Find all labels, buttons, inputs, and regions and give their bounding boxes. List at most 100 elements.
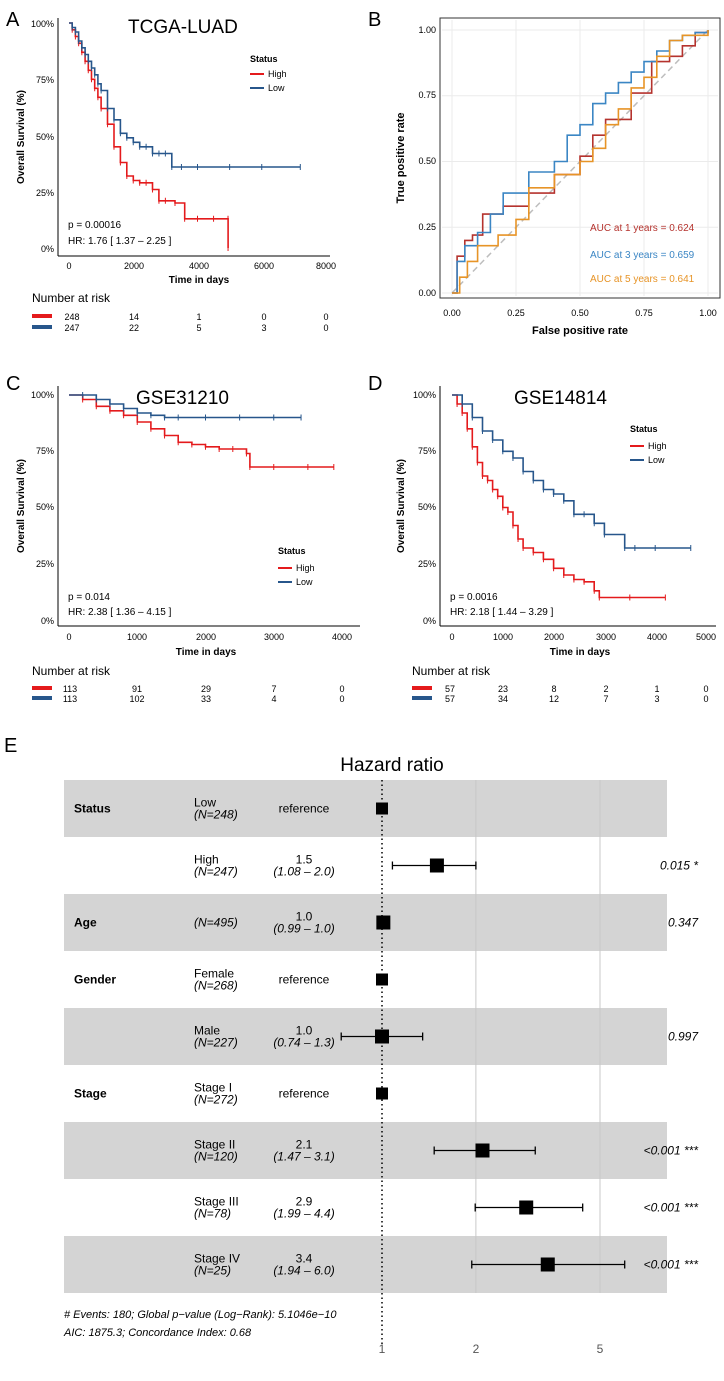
panel-a-risk-low-0: 247 <box>64 323 79 333</box>
panel-a-risk-low-3: 3 <box>261 323 266 333</box>
panel-b-auc3: AUC at 3 years = 0.659 <box>590 250 695 261</box>
panel-a-xtick-0: 0 <box>66 261 71 271</box>
forest-row-shade <box>64 780 667 837</box>
panel-d-ytick-25: 25% <box>418 559 436 569</box>
panel-a-ytick-0: 0% <box>41 244 54 254</box>
panel-a-xtick-8000: 8000 <box>316 261 336 271</box>
panel-c-ytick-25: 25% <box>36 559 54 569</box>
panel-a-ytick-50: 50% <box>36 132 54 142</box>
km-curve-d-high <box>452 394 666 599</box>
panel-a-risk-high-3: 0 <box>261 312 266 322</box>
panel-letter-b: B <box>368 9 381 31</box>
forest-ci: (1.47 – 3.1) <box>273 1150 334 1164</box>
panel-b-ytick-25: 0.25 <box>418 222 436 232</box>
panel-d-ytick-0: 0% <box>423 616 436 626</box>
forest-n: (N=248) <box>194 808 238 822</box>
panel-b-ylabel: True positive rate <box>395 112 407 203</box>
panel-a-hr: HR: 1.76 [ 1.37 – 2.25 ] <box>68 236 172 247</box>
forest-variable: Status <box>74 802 111 816</box>
forest-n: (N=227) <box>194 1036 238 1050</box>
panel-c-xtick-2000: 2000 <box>196 632 216 642</box>
panel-a-xtick-4000: 4000 <box>189 261 209 271</box>
panel-d-legend-high: High <box>648 441 667 451</box>
forest-point-estimate <box>375 1029 389 1044</box>
panel-e: E Hazard ratio Status Low(N=248) reference… <box>4 735 699 1356</box>
forest-n: (N=120) <box>194 1150 238 1164</box>
forest-point-estimate <box>475 1143 490 1158</box>
forest-point-estimate <box>376 1087 388 1100</box>
panel-c-title: GSE31210 <box>136 388 229 409</box>
panel-c-risk-high-0: 113 <box>63 684 77 694</box>
panel-d: D GSE14814 0% 25% 50% 75% 100% 0 1000 20… <box>368 373 716 704</box>
forest-pvalue: <0.001 *** <box>644 1258 699 1272</box>
panel-d-risk-high-5: 0 <box>703 684 708 694</box>
forest-level: Stage IV <box>194 1252 240 1266</box>
panel-d-xtick-5000: 5000 <box>696 632 716 642</box>
panel-d-risk-high-4: 1 <box>654 684 659 694</box>
forest-row-shade <box>64 1122 667 1179</box>
panel-c-xtick-4000: 4000 <box>332 632 352 642</box>
panel-c-risk-high-3: 7 <box>271 684 276 694</box>
panel-a-xlabel: Time in days <box>169 275 230 286</box>
panel-c-risk-low-3: 4 <box>271 694 276 704</box>
panel-c-risk-low-0: 113 <box>63 694 77 704</box>
panel-c-ytick-50: 50% <box>36 502 54 512</box>
panel-letter-a: A <box>6 9 20 31</box>
panel-d-risk-low-0: 57 <box>445 694 455 704</box>
panel-d-risk-low-4: 3 <box>654 694 659 704</box>
panel-b-xlabel: False positive rate <box>532 325 628 337</box>
forest-point-estimate <box>519 1200 534 1215</box>
roc-curve-1yr <box>452 30 709 294</box>
panel-c-ylabel: Overall Survival (%) <box>16 459 27 553</box>
panel-a: A TCGA-LUAD 0% 25% 50% 75% 100% 0 2000 4… <box>6 9 336 333</box>
panel-c-curves <box>69 392 335 470</box>
panel-b-xtick-25: 0.25 <box>507 308 525 318</box>
panel-a-pvalue: p = 0.00016 <box>68 220 122 231</box>
panel-a-risk-title: Number at risk <box>32 291 111 305</box>
panel-d-risk-high-3: 2 <box>603 684 608 694</box>
forest-n: (N=272) <box>194 1093 238 1107</box>
forest-row-shade <box>64 894 667 951</box>
panel-d-risk-high-2: 8 <box>551 684 556 694</box>
forest-hr: 1.0 <box>296 910 313 924</box>
panel-b-xtick-75: 0.75 <box>635 308 653 318</box>
forest-level: Stage II <box>194 1138 235 1152</box>
panel-d-legend-title: Status <box>630 424 658 434</box>
panel-e-title: Hazard ratio <box>340 755 444 776</box>
panel-a-risk-high-2: 1 <box>196 312 201 322</box>
forest-ci: (0.74 – 1.3) <box>273 1036 334 1050</box>
panel-b-curves <box>452 30 709 294</box>
forest-level: Stage III <box>194 1195 239 1209</box>
panel-b-ytick-50: 0.50 <box>418 156 436 166</box>
forest-level: Stage I <box>194 1081 232 1095</box>
panel-a-legend-title: Status <box>250 54 278 64</box>
forest-hr: 1.5 <box>296 853 313 867</box>
panel-a-risk-low-1: 22 <box>129 323 139 333</box>
panel-d-ytick-50: 50% <box>418 502 436 512</box>
forest-level: Female <box>194 967 234 981</box>
panel-letter-e: E <box>4 735 17 757</box>
panel-b-auc1: AUC at 1 years = 0.624 <box>590 223 695 234</box>
forest-row-backgrounds <box>64 780 667 1293</box>
panel-a-risk-high-0: 248 <box>64 312 79 322</box>
panel-d-risk-low-3: 7 <box>603 694 608 704</box>
forest-point-estimate <box>376 973 388 986</box>
panel-d-ytick-75: 75% <box>418 446 436 456</box>
panel-c-risk-low-4: 0 <box>339 694 344 704</box>
panel-d-xtick-3000: 3000 <box>596 632 616 642</box>
panel-a-xtick-6000: 6000 <box>254 261 274 271</box>
panel-c-legend-title: Status <box>278 546 306 556</box>
panel-c-ytick-100: 100% <box>31 390 54 400</box>
forest-ci: (1.08 – 2.0) <box>273 865 334 879</box>
panel-c-risk-low-2: 33 <box>201 694 211 704</box>
forest-hr: reference <box>279 1087 330 1101</box>
forest-variable: Age <box>74 916 97 930</box>
panel-b: B 0.00 0.25 0.50 0.75 1.00 0.00 0.25 0.5… <box>368 9 721 337</box>
forest-n: (N=268) <box>194 979 238 993</box>
panel-letter-d: D <box>368 373 382 395</box>
panel-c-pvalue: p = 0.014 <box>68 592 110 603</box>
panel-c-risk-high-2: 29 <box>201 684 211 694</box>
panel-c-risk-title: Number at risk <box>32 664 111 678</box>
panel-c-risk-high-4: 0 <box>339 684 344 694</box>
forest-level: High <box>194 853 219 867</box>
